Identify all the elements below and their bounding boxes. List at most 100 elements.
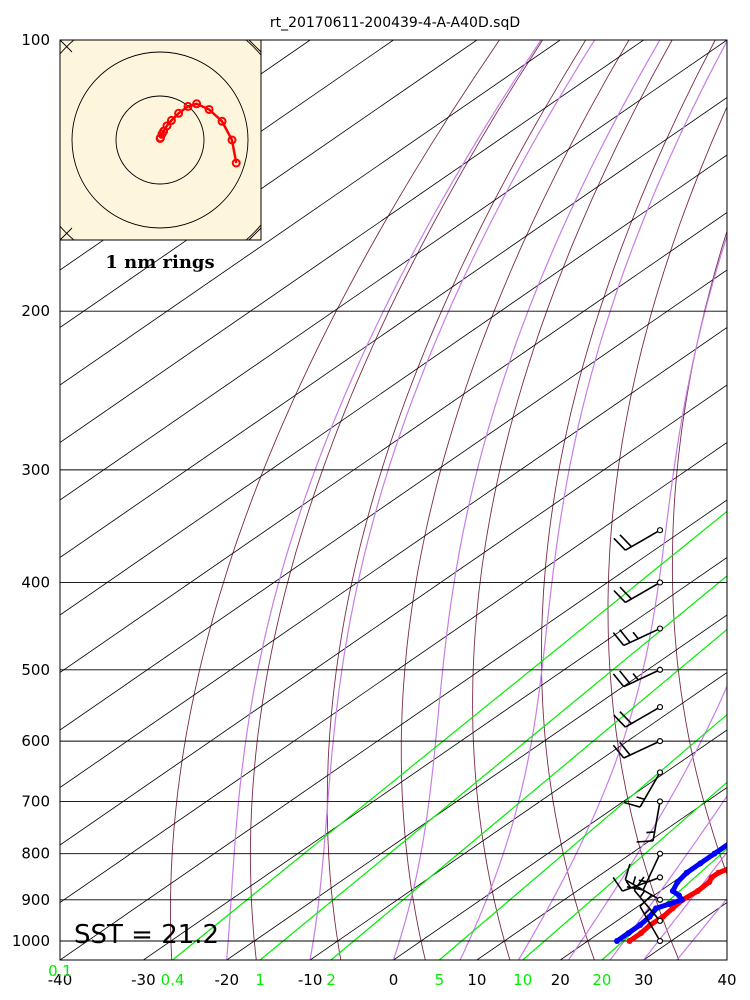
mixing-ratio-label: 2	[326, 971, 336, 989]
wind-barb	[612, 738, 664, 759]
mixing-ratio-line	[522, 781, 727, 960]
dewpoint-profile-point	[697, 860, 704, 867]
wind-barb-flag	[636, 840, 654, 843]
moist-adiabat-line	[517, 234, 727, 960]
temperature-profile-point	[715, 869, 722, 876]
wind-barb	[612, 874, 664, 892]
dewpoint-profile-point	[665, 901, 672, 908]
dry-adiabat-line	[541, 40, 716, 960]
mixing-ratio-label: 0.4	[161, 971, 185, 989]
hodograph-point	[155, 133, 165, 143]
dewpoint-profile-point	[683, 869, 690, 876]
temperature-profile-point	[694, 887, 701, 894]
dewpoint-profile-point	[674, 878, 681, 885]
wind-barb-flag	[613, 537, 626, 551]
wind-barb-origin	[656, 937, 664, 945]
wind-barb	[639, 894, 664, 945]
pressure-tick-label: 200	[21, 302, 50, 320]
wind-barb-origin	[656, 703, 664, 711]
wind-barb-staff	[639, 905, 661, 942]
moist-adiabat-line	[226, 40, 542, 960]
mixing-ratio-label: 20	[592, 971, 611, 989]
temperature-tick-label: -10	[298, 971, 323, 989]
temperature-tick-label: -20	[215, 971, 240, 989]
wind-barb	[613, 527, 664, 551]
hodograph-plot	[60, 40, 261, 240]
hodograph-point	[174, 108, 184, 118]
pressure-tick-label: 400	[21, 573, 50, 591]
isotherm-line	[226, 614, 727, 960]
temperature-tick-label: 40	[717, 971, 736, 989]
temperature-profile-point	[626, 938, 633, 944]
dry-adiabat-line	[170, 40, 500, 960]
wind-barb-origin	[656, 874, 664, 881]
pressure-tick-label: 500	[21, 661, 50, 679]
wind-barb-origin	[656, 666, 664, 673]
dewpoint-profile-line	[614, 842, 727, 944]
isotherm-line	[60, 269, 727, 731]
wind-barb-flag	[619, 534, 632, 548]
wind-barb-flag	[639, 894, 653, 907]
dewpoint-profile-point	[646, 913, 653, 920]
hodograph-point	[227, 135, 237, 145]
wind-barb-staff	[639, 772, 661, 808]
isotherm-line	[60, 384, 727, 846]
pressure-tick-label: 600	[21, 732, 50, 750]
moist-adiabat-line	[459, 40, 727, 960]
wind-barb-staff	[623, 740, 661, 759]
hodograph-point	[204, 104, 214, 114]
dry-adiabat-line	[607, 105, 727, 960]
pressure-tick-label: 300	[21, 461, 50, 479]
mixing-ratio-label: 0.1	[48, 962, 72, 980]
wind-barbs	[612, 527, 664, 945]
wind-barb-flag	[626, 886, 644, 891]
mixing-ratio-label: 5	[435, 971, 445, 989]
mixing-ratio-line	[438, 713, 727, 960]
wind-barb-flag	[619, 629, 631, 643]
temperature-profile-point	[706, 878, 713, 885]
mixing-ratio-line	[330, 628, 727, 960]
mixing-ratio-line	[601, 848, 727, 960]
mixing-ratio-line	[259, 575, 727, 960]
wind-barb-half-flag	[646, 831, 655, 834]
dry-adiabat-line	[671, 229, 727, 876]
wind-barb	[612, 625, 664, 647]
dewpoint-profile-point	[613, 938, 620, 944]
moist-adiabat-line	[676, 897, 727, 960]
hodograph-point	[192, 99, 202, 109]
isotherm-line	[60, 327, 727, 788]
mixing-ratio-labels: 0.1 0.4 1 2 5 10 20	[48, 962, 611, 989]
dewpoint-profile-point	[711, 850, 718, 857]
wind-barb-half-flag	[632, 631, 639, 640]
mixing-ratio-lines	[172, 510, 727, 960]
wind-barb-staff	[624, 529, 661, 551]
wind-barb-flag	[624, 863, 631, 880]
dry-adiabat-line	[400, 40, 630, 960]
wind-barb-flag	[612, 744, 625, 759]
dry-adiabat-line	[249, 40, 543, 960]
wind-barb-staff	[622, 876, 661, 892]
dewpoint-profile-point	[669, 887, 676, 894]
isotherm-line	[60, 154, 727, 616]
dewpoint-profile-point	[739, 831, 745, 837]
wind-barb-flag	[612, 632, 625, 646]
wind-barb-staff	[623, 627, 661, 647]
hodograph-point	[231, 158, 241, 168]
wind-barb-flag	[613, 714, 626, 728]
wind-barb-staff	[652, 801, 661, 841]
isotherm-line	[309, 672, 727, 960]
wind-barb	[613, 579, 664, 604]
wind-barb-half-flag	[632, 673, 639, 681]
hodograph-ring	[71, 51, 249, 229]
isotherm-line	[559, 844, 727, 960]
wind-barb-origin	[656, 527, 664, 534]
hodograph-ring	[115, 95, 205, 185]
dewpoint-profile-point	[637, 922, 644, 929]
hodograph-corner-mark	[248, 227, 262, 241]
wind-barb	[636, 798, 664, 843]
plot-frame	[59, 39, 728, 961]
wind-barb-half-flag	[632, 876, 637, 885]
mixing-ratio-label: 10	[513, 971, 532, 989]
wind-barb-origin	[656, 769, 664, 776]
